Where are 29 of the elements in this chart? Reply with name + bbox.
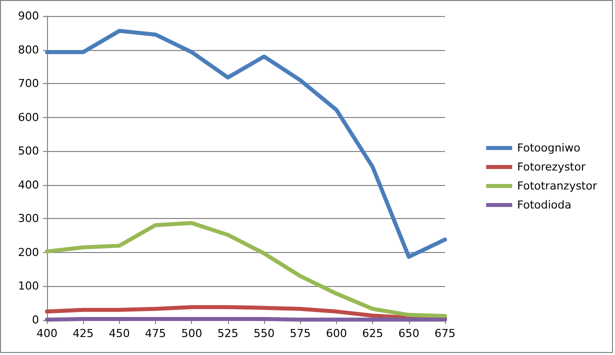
- legend-label: Fototranzystor: [517, 180, 598, 192]
- x-tick-label: 400: [36, 327, 58, 340]
- y-tick-label: 100: [18, 280, 39, 293]
- y-tick-label: 700: [18, 77, 39, 90]
- x-tick-label: 500: [181, 327, 202, 340]
- line-series: [45, 28, 447, 259]
- y-tick-label: 500: [18, 144, 39, 158]
- x-tick-label: 600: [326, 327, 347, 340]
- x-tick-label: 425: [72, 327, 94, 340]
- y-tick-label: 0: [32, 314, 39, 326]
- y-tick-label: 600: [18, 110, 39, 124]
- y-tick-label: 200: [18, 246, 39, 259]
- legend-label: Fotorezystor: [517, 160, 586, 174]
- y-tick-label: 300: [18, 212, 39, 226]
- y-tick-label: 400: [18, 178, 39, 192]
- x-tick-label: 625: [362, 327, 384, 340]
- x-tick-label: 525: [217, 327, 238, 340]
- x-tick-label: 575: [290, 327, 311, 340]
- y-tick-label: 800: [18, 43, 39, 56]
- line-series: [45, 305, 447, 320]
- legend-label: Fotoogniwo: [517, 142, 581, 154]
- x-tick-label: 675: [434, 327, 456, 340]
- y-tick-label: 900: [18, 10, 39, 22]
- x-tick-label: 475: [145, 327, 166, 340]
- x-tick-label: 550: [254, 327, 275, 340]
- legend-label: Fotodioda: [517, 198, 572, 212]
- line-series: [45, 221, 447, 318]
- x-tick-label: 650: [398, 327, 420, 340]
- x-tick-label: 450: [108, 327, 130, 340]
